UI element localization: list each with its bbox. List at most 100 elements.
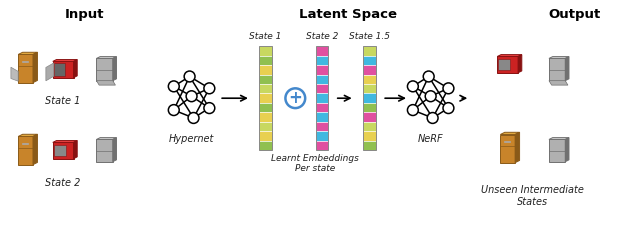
Polygon shape xyxy=(500,134,515,163)
Bar xyxy=(259,94,272,103)
Polygon shape xyxy=(74,141,77,159)
Text: Input: Input xyxy=(65,8,104,21)
Bar xyxy=(363,141,376,150)
Polygon shape xyxy=(113,138,116,162)
Bar xyxy=(316,112,328,122)
Text: State 1: State 1 xyxy=(250,32,282,41)
Bar xyxy=(259,131,272,141)
Circle shape xyxy=(408,81,419,92)
Bar xyxy=(499,59,511,70)
Circle shape xyxy=(168,105,179,116)
Bar xyxy=(363,46,376,56)
Polygon shape xyxy=(18,52,37,55)
Bar xyxy=(316,103,328,112)
Text: +: + xyxy=(289,89,302,107)
Bar xyxy=(363,75,376,84)
Circle shape xyxy=(423,71,434,82)
Polygon shape xyxy=(52,141,77,143)
Bar xyxy=(363,65,376,75)
Bar xyxy=(363,56,376,65)
Circle shape xyxy=(425,91,436,102)
Bar xyxy=(259,65,272,75)
Bar xyxy=(259,75,272,84)
Text: Learnt Embeddings
Per state: Learnt Embeddings Per state xyxy=(271,154,359,173)
Polygon shape xyxy=(97,140,113,162)
Polygon shape xyxy=(549,58,565,81)
Polygon shape xyxy=(518,55,522,73)
Bar xyxy=(316,46,328,56)
Polygon shape xyxy=(549,138,569,140)
Polygon shape xyxy=(18,55,33,83)
Bar xyxy=(316,122,328,131)
Polygon shape xyxy=(549,57,569,58)
Text: State 1: State 1 xyxy=(45,96,81,106)
Bar xyxy=(259,46,272,150)
Polygon shape xyxy=(18,134,37,137)
Circle shape xyxy=(188,112,199,123)
Bar xyxy=(316,141,328,150)
Polygon shape xyxy=(515,132,520,163)
Text: State 1.5: State 1.5 xyxy=(349,32,390,41)
Bar xyxy=(259,46,272,56)
Bar xyxy=(316,84,328,94)
Bar xyxy=(259,112,272,122)
Circle shape xyxy=(285,88,305,108)
Polygon shape xyxy=(33,134,37,165)
Bar xyxy=(316,94,328,103)
Bar xyxy=(316,131,328,141)
Polygon shape xyxy=(97,138,116,140)
Bar xyxy=(316,65,328,75)
Polygon shape xyxy=(497,55,522,56)
Bar xyxy=(54,63,65,76)
Text: State 2: State 2 xyxy=(45,178,81,188)
Bar xyxy=(363,131,376,141)
Bar xyxy=(259,56,272,65)
Bar xyxy=(363,103,376,112)
Circle shape xyxy=(186,91,197,102)
Polygon shape xyxy=(74,60,77,78)
Bar xyxy=(363,94,376,103)
Bar xyxy=(259,122,272,131)
Polygon shape xyxy=(565,57,569,81)
Bar xyxy=(259,103,272,112)
Polygon shape xyxy=(97,81,115,85)
Bar xyxy=(363,84,376,94)
Circle shape xyxy=(443,103,454,113)
Text: Hypernet: Hypernet xyxy=(169,134,214,144)
Circle shape xyxy=(204,83,215,94)
Polygon shape xyxy=(52,143,74,159)
Bar xyxy=(363,46,376,150)
Polygon shape xyxy=(18,137,33,165)
Bar xyxy=(316,75,328,84)
Polygon shape xyxy=(11,67,18,81)
Bar xyxy=(316,56,328,65)
Polygon shape xyxy=(52,61,74,78)
Text: Output: Output xyxy=(548,8,601,21)
Bar xyxy=(363,122,376,131)
Bar xyxy=(316,46,328,150)
Circle shape xyxy=(184,71,195,82)
Polygon shape xyxy=(565,138,569,162)
Circle shape xyxy=(408,105,419,116)
Polygon shape xyxy=(46,63,54,81)
Text: Unseen Intermediate
States: Unseen Intermediate States xyxy=(481,185,584,207)
Polygon shape xyxy=(97,58,113,81)
Circle shape xyxy=(168,81,179,92)
Polygon shape xyxy=(549,81,568,85)
Circle shape xyxy=(427,112,438,123)
Bar xyxy=(259,84,272,94)
Polygon shape xyxy=(497,56,518,73)
Polygon shape xyxy=(549,140,565,162)
Circle shape xyxy=(443,83,454,94)
Text: Latent Space: Latent Space xyxy=(299,8,397,21)
Polygon shape xyxy=(33,52,37,83)
Polygon shape xyxy=(500,132,520,134)
Text: NeRF: NeRF xyxy=(418,134,444,144)
Circle shape xyxy=(204,103,215,113)
Polygon shape xyxy=(97,57,116,58)
Bar xyxy=(259,141,272,150)
Polygon shape xyxy=(113,57,116,81)
Text: State 2: State 2 xyxy=(306,32,338,41)
Bar xyxy=(363,112,376,122)
Bar xyxy=(54,145,66,156)
